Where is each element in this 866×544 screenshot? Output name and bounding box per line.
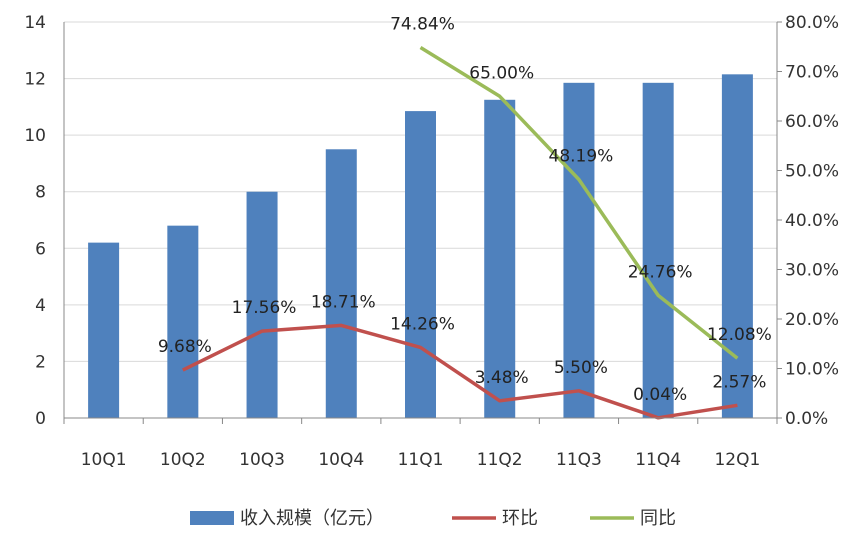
data-label: 17.56% xyxy=(232,298,297,318)
y-left-tick-label: 12 xyxy=(24,70,46,90)
y-left-tick-label: 6 xyxy=(35,239,46,259)
data-label: 18.71% xyxy=(311,292,376,312)
y-right-tick-label: 50.0% xyxy=(785,162,839,182)
series-line xyxy=(419,46,739,360)
x-tick-label: 10Q2 xyxy=(160,450,206,470)
y-right-tick-label: 0.0% xyxy=(785,409,828,429)
bar xyxy=(563,82,595,419)
bar xyxy=(246,191,278,418)
x-tick-label: 11Q2 xyxy=(477,450,523,470)
y-right-tick-label: 60.0% xyxy=(785,112,839,132)
bar xyxy=(325,149,357,419)
legend: 收入规模（亿元） 环比 同比 xyxy=(190,508,676,529)
y-right-tick-label: 40.0% xyxy=(785,211,839,231)
x-tick-label: 11Q4 xyxy=(635,450,681,470)
bar-series xyxy=(88,74,753,419)
y-left-tick-label: 4 xyxy=(35,296,46,316)
data-label: 14.26% xyxy=(390,314,455,334)
data-label: 65.00% xyxy=(469,63,534,83)
y-right-tick-label: 30.0% xyxy=(785,261,839,281)
x-tick-label: 11Q3 xyxy=(556,450,602,470)
y-left-tick-label: 0 xyxy=(35,409,46,429)
bar xyxy=(484,99,516,419)
data-label: 9.68% xyxy=(158,337,212,357)
legend-swatch xyxy=(190,511,234,525)
x-tick-label: 12Q1 xyxy=(714,450,760,470)
y-right-tick-label: 20.0% xyxy=(785,310,839,330)
data-label: 0.04% xyxy=(633,385,687,405)
y-right-tick-label: 80.0% xyxy=(785,13,839,33)
x-tick-label: 10Q3 xyxy=(239,450,285,470)
x-tick-label: 10Q1 xyxy=(81,450,127,470)
bar xyxy=(642,82,674,419)
y-left-tick-label: 14 xyxy=(24,13,46,33)
legend-label: 同比 xyxy=(640,508,676,529)
axes: 0 2 4 6 8 10 12 14 0.0% 10.0% 20.0% 30.0% 40.0% 50.0%… xyxy=(24,13,839,470)
legend-label: 环比 xyxy=(502,508,538,529)
series-line xyxy=(182,323,738,420)
data-labels: 9.68% 17.56% 18.71% 14.26% 3.48% 5.50% 0.04% 2.… xyxy=(158,15,772,405)
data-label: 2.57% xyxy=(712,372,766,392)
data-label: 74.84% xyxy=(390,15,455,35)
x-tick-label: 10Q4 xyxy=(318,450,364,470)
bar xyxy=(88,242,120,418)
bar xyxy=(721,74,753,418)
data-label: 12.08% xyxy=(707,325,772,345)
y-left-tick-label: 10 xyxy=(24,126,46,146)
y-right-tick-label: 10.0% xyxy=(785,360,839,380)
line-series xyxy=(182,46,739,420)
y-left-tick-label: 8 xyxy=(35,183,46,203)
data-label: 3.48% xyxy=(475,368,529,388)
bar xyxy=(167,225,199,418)
data-label: 24.76% xyxy=(628,262,693,282)
x-tick-label: 11Q1 xyxy=(398,450,444,470)
bar xyxy=(405,111,436,418)
y-left-tick-label: 2 xyxy=(35,352,46,372)
data-label: 48.19% xyxy=(549,146,614,166)
data-label: 5.50% xyxy=(554,358,608,378)
legend-label: 收入规模（亿元） xyxy=(240,508,384,529)
y-right-tick-label: 70.0% xyxy=(785,63,839,83)
